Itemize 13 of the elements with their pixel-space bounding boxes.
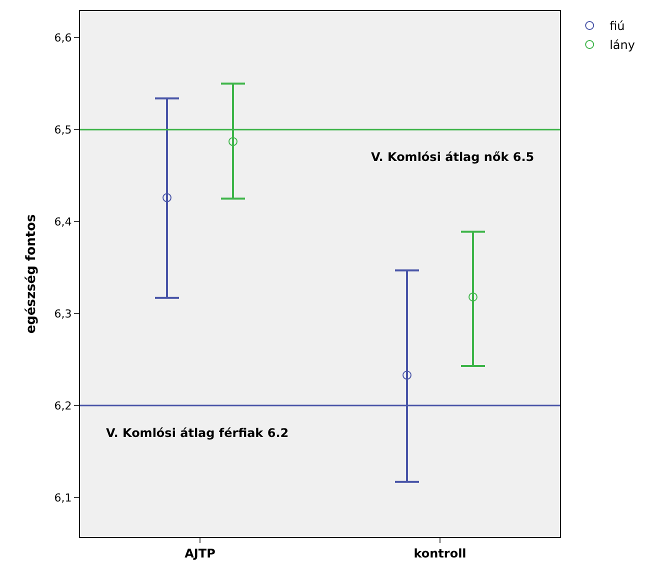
x-tick-label: AJTP [184,546,216,560]
legend-label: lány [610,38,636,52]
y-tick-label: 6,2 [54,399,72,412]
ref-line-label: V. Komlósi átlag férfiak 6.2 [106,426,289,440]
legend-label: fiú [610,19,625,34]
y-tick-label: 6,1 [54,491,72,504]
x-tick-label: kontroll [414,546,466,560]
y-axis-title: egészség fontos [24,214,40,334]
ref-line-label: V. Komlósi átlag nők 6.5 [371,150,534,164]
y-tick-label: 6,6 [54,32,72,45]
y-tick-label: 6,4 [54,215,72,228]
y-tick-label: 6,3 [54,307,72,320]
y-tick-label: 6,5 [54,123,72,136]
